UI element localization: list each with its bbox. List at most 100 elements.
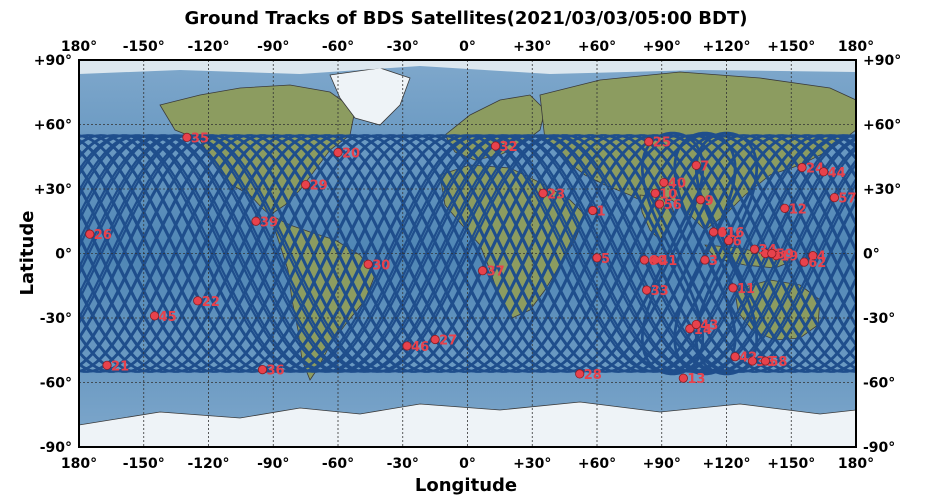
satellite-point: [691, 160, 701, 170]
satellite-label: 16: [726, 226, 744, 241]
satellite-36: 36: [257, 364, 285, 379]
x-tick-label-top: -90°: [257, 39, 289, 55]
satellite-61: 61: [708, 226, 736, 241]
satellite-12: 12: [780, 202, 807, 217]
satellite-point: [402, 341, 412, 351]
x-tick-label-bottom: +150°: [767, 456, 815, 472]
satellite-4: 4: [808, 250, 826, 265]
satellite-point: [654, 199, 665, 209]
satellite-point: [592, 253, 602, 263]
satellite-59: 59: [767, 248, 794, 263]
satellite-62: 62: [799, 256, 826, 271]
satellite-41: 41: [650, 254, 677, 269]
x-tick-label-top: 180°: [838, 39, 874, 55]
satellite-point: [695, 195, 706, 205]
x-tick-label-bottom: +30°: [513, 456, 551, 472]
satellite-point: [149, 311, 160, 321]
y-tick-label-right: -90°: [863, 440, 895, 456]
satellite-label: 25: [653, 136, 671, 151]
x-tick-label-top: 0°: [459, 39, 476, 55]
satellite-label: 37: [487, 265, 505, 280]
satellite-26: 26: [85, 228, 112, 243]
y-tick-label-left: +30°: [34, 182, 72, 198]
satellite-7: 7: [691, 159, 709, 174]
satellite-40: 40: [659, 177, 686, 192]
y-tick-label-left: -30°: [40, 311, 72, 327]
satellite-label: 33: [651, 284, 669, 299]
satellite-label: 22: [202, 295, 220, 310]
x-tick-label-top: +60°: [578, 39, 616, 55]
satellite-point: [797, 162, 807, 173]
satellite-label: 35: [191, 131, 209, 146]
satellite-27: 27: [430, 334, 457, 349]
satellite-label: 32: [500, 140, 518, 155]
x-tick-label-top: +30°: [513, 39, 551, 55]
satellite-label: 20: [342, 146, 360, 161]
axis-ticks: 180° 180° -150° -150° -120° -120° -90° -90° -60°…: [34, 39, 901, 472]
satellite-42: 42: [730, 351, 757, 366]
satellite-10: 10: [650, 187, 677, 202]
y-tick-label-right: -30°: [863, 311, 895, 327]
x-tick-label-top: 180°: [61, 39, 97, 55]
satellite-22: 22: [193, 295, 220, 310]
x-tick-label-bottom: 0°: [459, 456, 476, 472]
satellite-point: [102, 360, 112, 370]
satellite-label: 7: [700, 159, 709, 174]
satellite-label: 9: [705, 194, 714, 209]
satellite-point: [251, 216, 261, 226]
satellite-label: 26: [94, 228, 112, 243]
satellite-point: [685, 324, 695, 334]
satellite-label: 45: [159, 310, 177, 325]
satellite-label: 60: [648, 254, 666, 269]
satellite-point: [808, 251, 818, 261]
satellite-point: [333, 147, 343, 158]
y-tick-label-right: +30°: [863, 182, 901, 198]
satellite-29: 29: [301, 179, 328, 194]
satellite-point: [760, 356, 770, 366]
satellite-9: 9: [695, 194, 714, 209]
satellite-point: [644, 137, 654, 147]
satellite-point: [780, 203, 790, 213]
x-tick-label-bottom: 180°: [838, 456, 874, 472]
x-tick-label-bottom: +120°: [703, 456, 751, 472]
satellite-13: 13: [678, 372, 705, 387]
satellite-label: 27: [439, 334, 457, 349]
satellite-point: [650, 188, 660, 198]
x-tick-label-top: -120°: [187, 39, 229, 55]
satellite-point: [747, 356, 758, 366]
satellite-point: [639, 255, 650, 265]
satellite-label: 6: [733, 235, 742, 250]
satellite-1: 1: [588, 205, 606, 220]
satellite-point: [193, 296, 203, 306]
y-tick-label-right: 0°: [863, 247, 880, 263]
satellite-label: 19: [780, 250, 798, 265]
plot-frame: [78, 59, 857, 448]
x-tick-label-bottom: -150°: [123, 456, 165, 472]
satellite-point: [538, 188, 548, 198]
y-axis-label: Latitude: [17, 211, 38, 296]
satellite-39: 39: [251, 215, 278, 230]
satellite-label: 40: [668, 177, 686, 192]
satellite-point: [478, 266, 488, 276]
satellite-32: 32: [490, 140, 518, 155]
satellite-20: 20: [333, 146, 360, 161]
satellite-label: 5: [601, 252, 610, 267]
satellite-label: 61: [718, 226, 736, 241]
satellite-point: [799, 257, 809, 267]
satellite-3: 3: [700, 254, 718, 269]
satellite-label: 59: [776, 248, 794, 263]
x-tick-label-top: -150°: [123, 39, 165, 55]
satellite-5: 5: [592, 252, 610, 267]
satellite-60: 60: [639, 254, 667, 269]
y-tick-label-left: +90°: [34, 53, 72, 69]
satellite-point: [728, 283, 738, 293]
satellite-point: [819, 167, 829, 177]
x-tick-label-bottom: +60°: [578, 456, 616, 472]
y-tick-label-right: +90°: [863, 53, 901, 69]
satellite-label: 3: [709, 254, 718, 269]
satellite-23: 23: [538, 187, 565, 202]
satellite-33: 33: [642, 284, 669, 299]
satellite-point: [829, 193, 840, 203]
